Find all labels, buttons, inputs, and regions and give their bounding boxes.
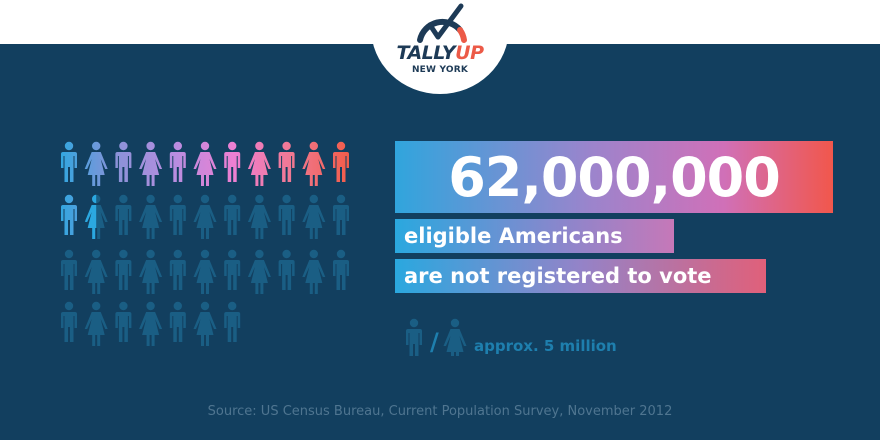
female-person-icon (193, 249, 217, 294)
male-person-icon (115, 194, 132, 235)
male-person-icon (224, 141, 241, 182)
female-person-icon (139, 141, 163, 186)
female-person-icon (139, 249, 163, 294)
gauge-checkmark-icon (417, 3, 467, 43)
male-person-icon (115, 301, 132, 342)
male-person-icon (61, 301, 77, 342)
male-person-icon (333, 141, 349, 182)
female-person-icon (443, 318, 467, 356)
female-person-icon (193, 301, 217, 346)
female-person-icon (247, 249, 271, 294)
male-person-icon (61, 249, 77, 290)
male-person-icon (169, 194, 186, 235)
logo-wordmark: TALLYUP (371, 44, 509, 63)
male-person-icon (115, 141, 132, 182)
logo-up-text: UP (455, 42, 484, 64)
female-person-icon-filled-part (85, 194, 97, 239)
male-person-icon (115, 249, 132, 290)
male-person-icon (278, 141, 295, 182)
female-person-icon (193, 141, 217, 186)
male-person-icon (169, 141, 186, 182)
male-person-icon (224, 194, 241, 235)
female-person-icon (302, 249, 326, 294)
female-person-icon (139, 301, 163, 346)
female-person-icon (84, 249, 108, 294)
female-person-icon (247, 194, 271, 239)
female-person-icon (302, 194, 326, 239)
male-person-icon (61, 141, 77, 182)
male-person-icon (406, 318, 422, 356)
female-person-icon (247, 141, 271, 186)
legend-separator: / (430, 328, 439, 356)
male-person-icon (169, 301, 186, 342)
male-person-icon (61, 194, 77, 235)
male-person-icon (333, 194, 349, 235)
male-person-icon (224, 301, 241, 342)
male-person-icon (333, 249, 349, 290)
male-person-icon (278, 249, 295, 290)
female-person-icon (84, 141, 108, 186)
female-person-icon (193, 194, 217, 239)
legend-icons: / (406, 318, 467, 356)
logo-subtitle: NEW YORK (411, 65, 469, 75)
male-person-icon (169, 249, 186, 290)
female-person-icon (302, 141, 326, 186)
legend-text: approx. 5 million (474, 337, 617, 355)
female-person-icon (139, 194, 163, 239)
headline-line-1: eligible Americans (395, 219, 674, 253)
female-person-icon (84, 301, 108, 346)
male-person-icon (224, 249, 241, 290)
logo-tally-text: TALLY (396, 42, 456, 64)
headline-line-2: are not registered to vote (395, 259, 766, 293)
headline-number-banner: 62,000,000 (395, 141, 833, 213)
source-citation: Source: US Census Bureau, Current Popula… (207, 404, 673, 419)
male-person-icon (278, 194, 295, 235)
headline-number: 62,000,000 (448, 146, 781, 209)
